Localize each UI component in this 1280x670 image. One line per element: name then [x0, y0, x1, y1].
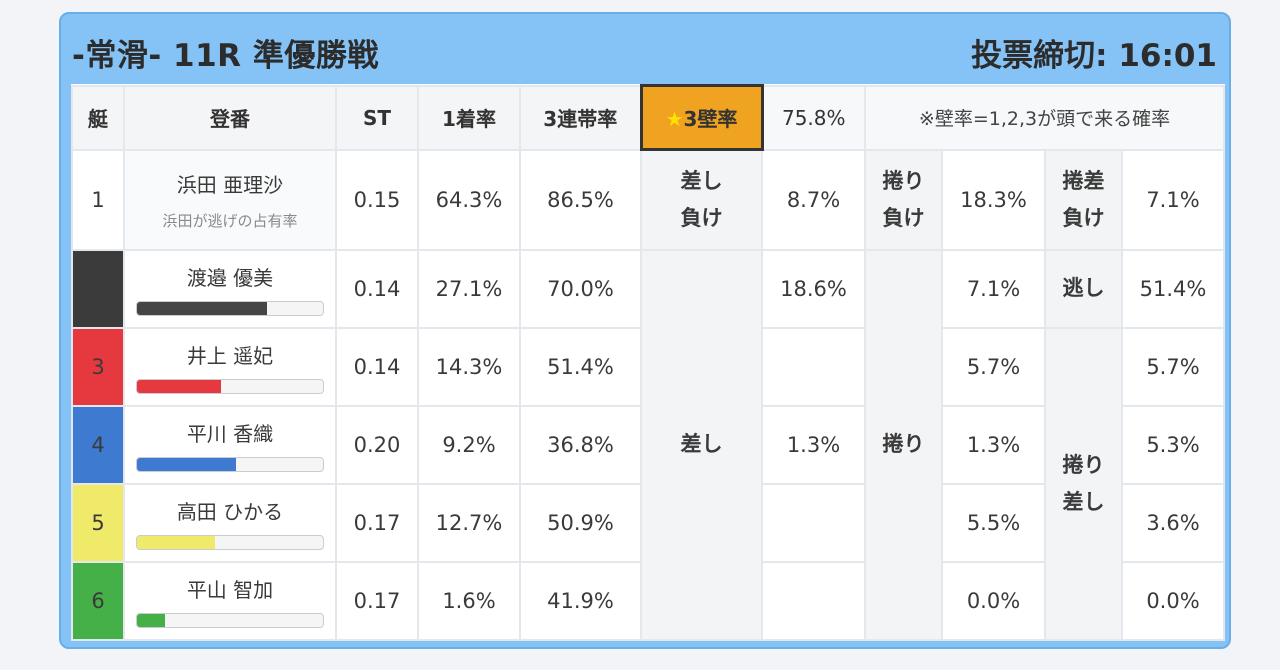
top3-rate-value: 51.4%: [519, 326, 642, 407]
racer-name: 高田 ひかる: [176, 499, 284, 524]
racer-name: 井上 遥妃: [186, 343, 274, 368]
wall-rate-label: 3壁率: [683, 107, 738, 131]
sashi-make-label: 差し 負け: [640, 148, 763, 251]
makurisashi-value-boat3: 5.7%: [1121, 326, 1225, 407]
first-rate-value: 12.7%: [417, 482, 521, 563]
makuri-value-boat4: 1.3%: [941, 404, 1046, 485]
first-rate-value: 9.2%: [417, 404, 521, 485]
sashi-value-boat2: 18.6%: [761, 248, 866, 329]
st-value: 0.15: [335, 148, 419, 251]
betting-deadline: 投票締切: 16:01: [971, 38, 1217, 74]
racer-cell-1: 浜田 亜理沙 浜田が逃げの占有率: [123, 148, 337, 251]
st-value: 0.17: [335, 482, 419, 563]
makurisashi-value-boat5: 3.6%: [1121, 482, 1225, 563]
race-stats-table: 艇 登番 ST 1着率 3連帯率 ★3壁率 75.8% ※壁率=1,2,3が頭で…: [71, 84, 1225, 641]
racer-cell-5: 高田 ひかる: [123, 482, 337, 563]
header-boat: 艇: [71, 84, 125, 151]
st-value: 0.20: [335, 404, 419, 485]
makurisashi-make-value: 7.1%: [1121, 148, 1225, 251]
st-value: 0.17: [335, 560, 419, 641]
racer-name: 浜田 亜理沙: [176, 172, 284, 197]
st-value: 0.14: [335, 326, 419, 407]
makuri-value-boat3: 5.7%: [941, 326, 1046, 407]
race-title: -常滑- 11R 準優勝戦: [72, 38, 379, 74]
sashi-label: 差し: [640, 248, 763, 641]
top3-rate-value: 70.0%: [519, 248, 642, 329]
first-rate-value: 14.3%: [417, 326, 521, 407]
makurisashi-value-boat6: 0.0%: [1121, 560, 1225, 641]
makurisashi-label: 捲り 差し: [1044, 326, 1123, 641]
st-value: 0.14: [335, 248, 419, 329]
sashi-make-value: 8.7%: [761, 148, 866, 251]
racer-rate-bar-fill: [137, 379, 221, 393]
racer-rate-bar-fill: [137, 301, 268, 315]
top3-rate-value: 36.8%: [519, 404, 642, 485]
star-icon: ★: [665, 107, 684, 131]
makuri-label: 捲り: [864, 248, 943, 641]
boat-number-3: 3: [71, 326, 125, 407]
makuri-value-boat6: 0.0%: [941, 560, 1046, 641]
race-card: -常滑- 11R 準優勝戦 投票締切: 16:01 艇 登番 ST 1着率 3連…: [59, 12, 1231, 649]
racer-name: 渡邉 優美: [186, 265, 274, 290]
boat-number-2: 2: [71, 248, 125, 329]
racer-name: 平川 香織: [186, 421, 274, 446]
racer-rate-bar-fill: [137, 535, 216, 549]
boat-number-6: 6: [71, 560, 125, 641]
makuri-make-label: 捲り 負け: [864, 148, 943, 251]
racer-cell-4: 平川 香織: [123, 404, 337, 485]
makuri-value-boat5: 5.5%: [941, 482, 1046, 563]
table-row: 1 浜田 亜理沙 浜田が逃げの占有率 0.15 64.3% 86.5% 差し 負け…: [71, 148, 1225, 251]
racer-cell-6: 平山 智加: [123, 560, 337, 641]
sashi-value-boat5: [761, 482, 866, 563]
first-rate-value: 27.1%: [417, 248, 521, 329]
table-row: 6 平山 智加 0.17 1.6% 41.9% 0.0% 0.0%: [71, 560, 1225, 641]
sashi-value-boat6: [761, 560, 866, 641]
wall-rate-note: ※壁率=1,2,3が頭で来る確率: [864, 84, 1225, 151]
makuri-value-boat2: 7.1%: [941, 248, 1046, 329]
racer-rate-bar: [136, 378, 324, 394]
header-racer: 登番: [123, 84, 337, 151]
racer-cell-3: 井上 遥妃: [123, 326, 337, 407]
makurisashi-value-boat4: 5.3%: [1121, 404, 1225, 485]
racer-subtitle: 浜田が逃げの占有率: [162, 211, 298, 230]
boat-number-1: 1: [71, 148, 125, 251]
table-row: 5 高田 ひかる 0.17 12.7% 50.9% 5.5% 3.6%: [71, 482, 1225, 563]
boat-number-5: 5: [71, 482, 125, 563]
racer-rate-bar: [136, 456, 324, 472]
makuri-make-value: 18.3%: [941, 148, 1046, 251]
header-first-rate: 1着率: [417, 84, 521, 151]
header-wall-rate: ★3壁率: [639, 84, 764, 151]
header-top3-rate: 3連帯率: [519, 84, 642, 151]
header-st: ST: [335, 84, 419, 151]
first-rate-value: 64.3%: [417, 148, 521, 251]
boat-number-4: 4: [71, 404, 125, 485]
top3-rate-value: 41.9%: [519, 560, 642, 641]
racer-name: 平山 智加: [186, 577, 274, 602]
makurisashi-make-label: 捲差 負け: [1044, 148, 1123, 251]
racer-rate-bar: [136, 612, 324, 628]
wall-rate-value: 75.8%: [761, 84, 866, 151]
racer-rate-bar-fill: [137, 613, 165, 627]
table-row: 3 井上 遥妃 0.14 14.3% 51.4% 5.7% 捲り 差し 5.7%: [71, 326, 1225, 641]
racer-rate-bar: [136, 300, 324, 316]
nige-label: 逃し: [1044, 248, 1123, 329]
table-row: 2 渡邉 優美 0.14 27.1% 70.0% 差し 18.6% 捲り 7.1…: [71, 248, 1225, 641]
racer-rate-bar: [136, 534, 324, 550]
racer-rate-bar-fill: [137, 457, 236, 471]
first-rate-value: 1.6%: [417, 560, 521, 641]
sashi-value-boat4: 1.3%: [761, 404, 866, 485]
nige-value: 51.4%: [1121, 248, 1225, 329]
table-header-row: 艇 登番 ST 1着率 3連帯率 ★3壁率 75.8% ※壁率=1,2,3が頭で…: [71, 84, 1225, 151]
table-row: 4 平川 香織 0.20 9.2% 36.8% 1.3% 1.3% 5.3%: [71, 404, 1225, 485]
racer-cell-2: 渡邉 優美: [123, 248, 337, 329]
sashi-value-boat3: [761, 326, 866, 407]
top3-rate-value: 86.5%: [519, 148, 642, 251]
top3-rate-value: 50.9%: [519, 482, 642, 563]
